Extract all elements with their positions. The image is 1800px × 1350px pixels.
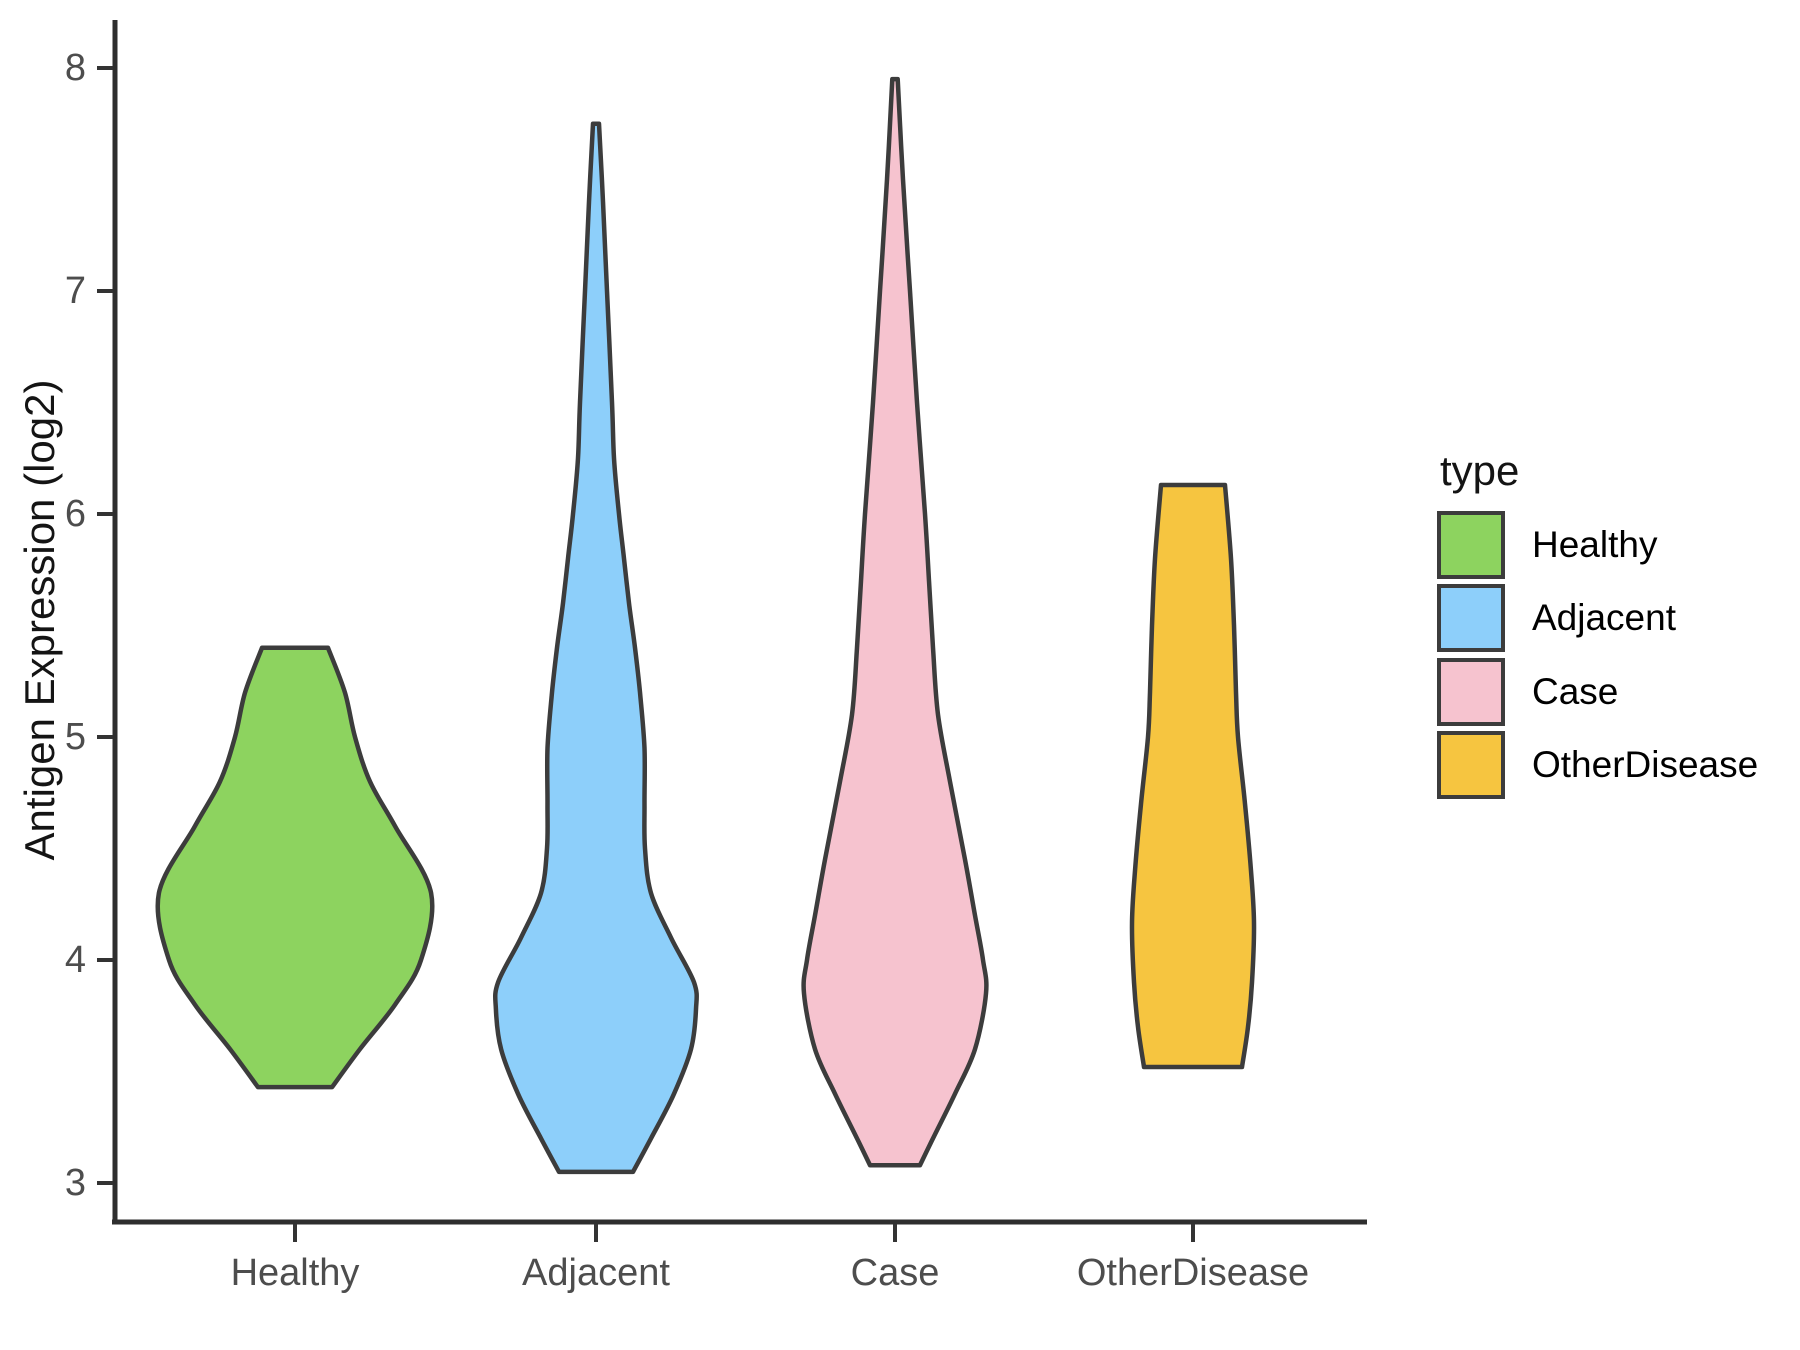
violin-otherdisease [1129,482,1257,1070]
y-tick-label: 4 [64,939,86,981]
legend-title: type [1440,447,1520,494]
y-tick-label: 8 [64,47,86,89]
x-tick-label-healthy: Healthy [230,1252,360,1294]
legend-key-adjacent [1437,584,1505,652]
legend-key-otherdisease [1437,731,1505,799]
violin-case [801,76,989,1168]
legend-key-healthy [1437,511,1505,579]
legend-label-otherdisease: OtherDisease [1532,744,1759,785]
legend-label-adjacent: Adjacent [1532,597,1676,638]
violin-healthy [155,645,435,1090]
y-tick-label: 6 [64,493,86,535]
legend-key-case [1437,658,1505,726]
x-tick-label-case: Case [850,1252,940,1294]
y-axis-title: Antigen Expression (log2) [16,379,63,861]
x-tick-label-otherdisease: OtherDisease [1076,1252,1310,1294]
y-tick-label: 5 [64,716,86,758]
violin-adjacent [492,121,699,1175]
legend-label-healthy: Healthy [1532,524,1658,565]
legend-label-case: Case [1532,671,1619,712]
y-tick-label: 7 [64,270,86,312]
y-tick-label: 3 [64,1162,86,1204]
x-tick-label-adjacent: Adjacent [522,1252,670,1294]
